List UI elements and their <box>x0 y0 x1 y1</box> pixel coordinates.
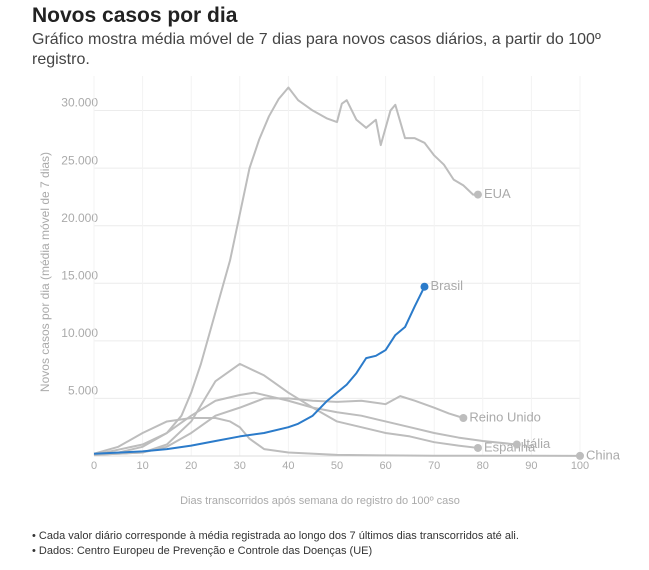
y-axis-label: Novos casos por dia (média móvel de 7 di… <box>38 152 52 392</box>
x-tick-label: 50 <box>331 460 343 472</box>
x-tick-label: 100 <box>571 460 589 472</box>
note: • Dados: Centro Europeu de Prevenção e C… <box>32 545 373 557</box>
x-tick-label: 40 <box>282 460 294 472</box>
series-line <box>93 391 517 456</box>
series-label: Itália <box>523 436 551 451</box>
y-tick-label: 15.000 <box>61 268 98 282</box>
end-point <box>512 440 521 449</box>
x-tick-label: 80 <box>477 460 489 472</box>
series-line <box>93 286 426 455</box>
x-tick-label: 90 <box>525 460 537 472</box>
x-tick-label: 70 <box>428 460 440 472</box>
chart-title: Novos casos por dia <box>32 4 238 27</box>
end-point <box>473 190 482 199</box>
x-tick-label: 0 <box>91 460 97 472</box>
x-axis-label: Dias transcorridos após semana do regist… <box>180 495 460 507</box>
y-tick-label: 25.000 <box>61 153 98 167</box>
note: • Cada valor diário corresponde à média … <box>32 530 519 542</box>
end-point <box>459 414 468 422</box>
y-tick-label: 30.000 <box>61 96 98 110</box>
chart-subtitle: Gráfico mostra média móvel de 7 dias par… <box>32 31 601 68</box>
x-tick-label: 10 <box>136 460 148 472</box>
series-line <box>93 86 478 456</box>
x-tick-label: 20 <box>185 460 197 472</box>
x-tick-label: 60 <box>379 460 391 472</box>
series-label: Reino Unido <box>469 409 541 424</box>
series-label: Brasil <box>430 278 463 293</box>
end-point <box>473 443 482 452</box>
series-label: China <box>586 447 621 462</box>
x-tick-label: 30 <box>234 460 246 472</box>
series-line <box>93 417 581 457</box>
series-line <box>93 395 464 456</box>
series-label: EUA <box>484 186 511 201</box>
y-tick-label: 10.000 <box>61 326 98 340</box>
y-tick-label: 5.000 <box>68 384 98 398</box>
chart: Novos casos por dia (média móvel de 7 di… <box>38 76 621 507</box>
series-line <box>93 362 479 456</box>
end-point <box>576 451 584 460</box>
end-point <box>420 282 429 291</box>
y-tick-label: 20.000 <box>61 211 98 225</box>
